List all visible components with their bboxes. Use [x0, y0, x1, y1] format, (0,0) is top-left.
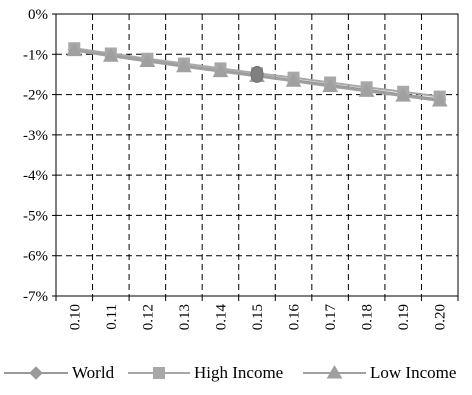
legend-marker-diamond — [29, 366, 43, 380]
y-tick-label: 0% — [28, 7, 48, 23]
plot-area-border — [55, 13, 459, 297]
legend-marker-square — [153, 367, 165, 379]
x-tick-label: 0.20 — [433, 304, 449, 330]
point-triangle — [322, 78, 338, 93]
x-tick-label: 0.18 — [360, 304, 376, 330]
legend-marker-triangle — [326, 365, 343, 379]
legend: World High Income Low Income — [4, 363, 456, 382]
point-triangle — [139, 53, 156, 68]
legend-label: World — [72, 363, 115, 382]
point-triangle — [358, 83, 375, 97]
legend-label: High Income — [194, 363, 283, 382]
point-triangle — [102, 48, 119, 62]
y-tick-label: -4% — [23, 168, 48, 184]
tick-labels: 0% -1% -2% -3% -4% -5% -6% -7% 0.10 0.11 0.12 0.13 0… — [23, 7, 449, 330]
x-tick-label: 0.19 — [396, 304, 412, 330]
y-tick-label: -6% — [23, 249, 48, 265]
y-tick-label: -7% — [23, 289, 48, 305]
point-triangle — [176, 58, 192, 73]
series-lines — [66, 42, 448, 107]
point-triangle — [285, 73, 302, 87]
x-tick-label: 0.15 — [250, 304, 266, 330]
x-tick-label: 0.16 — [287, 304, 303, 331]
y-tick-label: -5% — [23, 208, 48, 224]
point-triangle — [395, 88, 412, 102]
x-tick-label: 0.10 — [67, 304, 83, 330]
x-tick-label: 0.11 — [104, 304, 120, 330]
axes — [52, 13, 459, 301]
point-triangle — [66, 42, 83, 57]
point-triangle — [431, 93, 448, 107]
legend-label: Low Income — [370, 363, 456, 382]
point-triangle — [212, 63, 229, 78]
y-tick-label: -1% — [23, 47, 48, 63]
x-tick-label: 0.17 — [323, 304, 339, 331]
y-tick-label: -2% — [23, 88, 48, 104]
x-tick-label: 0.14 — [213, 304, 229, 331]
highlight-point — [250, 65, 264, 83]
x-tick-label: 0.12 — [140, 304, 156, 330]
y-tick-label: -3% — [23, 128, 48, 144]
x-tick-label: 0.13 — [177, 304, 193, 330]
